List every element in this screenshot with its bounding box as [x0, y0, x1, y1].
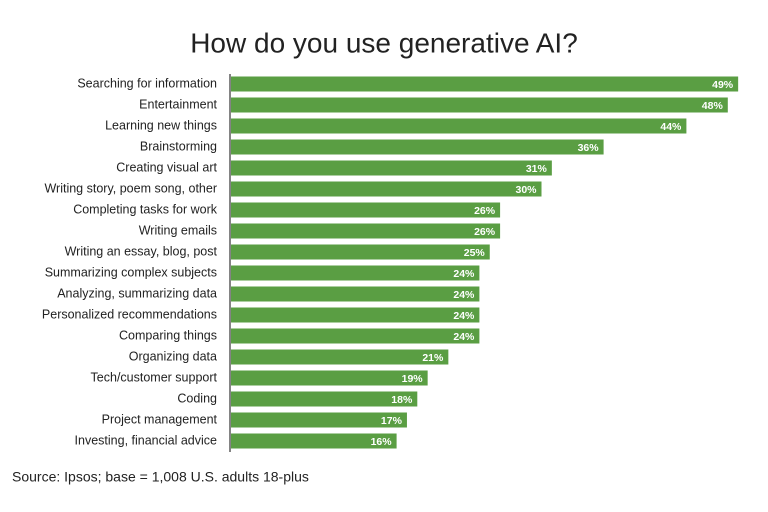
- value-label: 26%: [474, 205, 496, 217]
- category-label: Searching for information: [77, 76, 217, 90]
- chart-title: How do you use generative AI?: [190, 27, 578, 58]
- category-label: Writing an essay, blog, post: [65, 244, 218, 258]
- bar: [231, 349, 449, 365]
- category-label: Learning new things: [105, 118, 217, 132]
- bar: [231, 76, 739, 92]
- category-label: Organizing data: [129, 349, 217, 363]
- value-label: 21%: [422, 352, 444, 364]
- category-label: Coding: [177, 391, 217, 405]
- bar: [231, 391, 418, 407]
- category-label: Personalized recommendations: [42, 307, 217, 321]
- category-label: Project management: [102, 412, 218, 426]
- value-label: 18%: [391, 394, 413, 406]
- value-label: 24%: [453, 289, 475, 301]
- category-label: Comparing things: [119, 328, 217, 342]
- bar: [231, 160, 552, 176]
- category-label: Investing, financial advice: [75, 433, 217, 447]
- category-label: Tech/customer support: [91, 370, 218, 384]
- bar: [231, 433, 397, 449]
- value-label: 49%: [712, 79, 734, 91]
- bar: [231, 328, 480, 344]
- value-label: 30%: [515, 184, 537, 196]
- category-label: Entertainment: [139, 97, 217, 111]
- value-label: 24%: [453, 268, 475, 280]
- value-label: 24%: [453, 310, 475, 322]
- category-label: Summarizing complex subjects: [45, 265, 217, 279]
- bar: [231, 412, 407, 428]
- value-label: 16%: [371, 436, 393, 448]
- category-label: Completing tasks for work: [73, 202, 218, 216]
- bar: [231, 265, 480, 281]
- value-label: 25%: [464, 247, 486, 259]
- category-label: Writing emails: [139, 223, 217, 237]
- bar: [231, 181, 542, 197]
- bar: [231, 307, 480, 323]
- bar: [231, 97, 728, 113]
- bar: [231, 286, 480, 302]
- bar: [231, 118, 687, 134]
- source-note: Source: Ipsos; base = 1,008 U.S. adults …: [12, 469, 309, 485]
- category-label: Analyzing, summarizing data: [57, 286, 217, 300]
- category-label: Writing story, poem song, other: [44, 181, 217, 195]
- category-label: Brainstorming: [140, 139, 217, 153]
- value-label: 19%: [402, 373, 424, 385]
- value-label: 31%: [526, 163, 548, 175]
- category-label: Creating visual art: [116, 160, 217, 174]
- value-label: 26%: [474, 226, 496, 238]
- bar: [231, 370, 428, 386]
- value-label: 44%: [660, 121, 682, 133]
- bar: [231, 139, 604, 155]
- bar: [231, 223, 501, 239]
- value-label: 24%: [453, 331, 475, 343]
- bar: [231, 244, 490, 260]
- value-label: 17%: [381, 415, 403, 427]
- value-label: 48%: [702, 100, 724, 112]
- value-label: 36%: [578, 142, 600, 154]
- bar: [231, 202, 501, 218]
